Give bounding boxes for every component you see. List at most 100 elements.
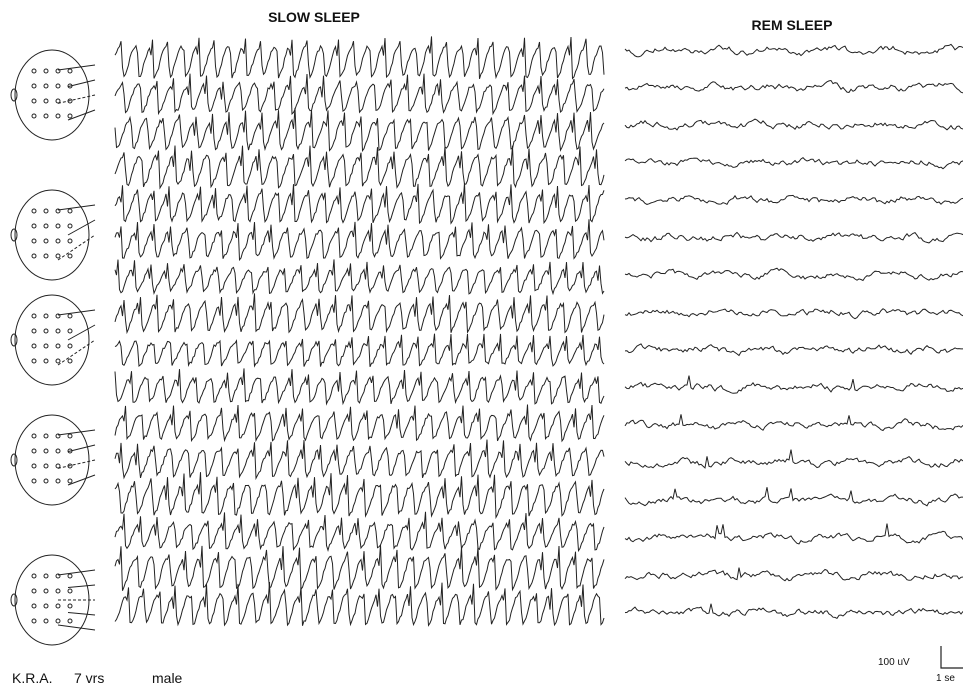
rem-trace [624,267,963,282]
electrode [55,588,61,594]
rem-trace [624,487,963,507]
electrode [31,313,37,319]
lead [67,324,96,341]
electrode [31,448,37,454]
ear [10,88,18,102]
electrode [55,253,61,259]
lead [67,612,96,616]
rem-trace [624,603,963,620]
lead [57,569,96,576]
electrode [55,313,61,319]
electrode [55,603,61,609]
electrode [55,113,61,119]
electrode [43,113,49,119]
lead [67,79,96,88]
electrode [67,433,73,439]
lead [57,64,96,71]
rem-trace [624,567,963,582]
lead [57,624,96,631]
electrode [67,478,73,484]
electrode [55,343,61,349]
electrode [43,223,49,229]
lead [67,219,96,236]
lead [67,584,96,588]
rem-trace [624,414,963,432]
electrode [67,113,73,119]
electrode [55,448,61,454]
electrode [67,588,73,594]
electrode [43,83,49,89]
slow-trace [114,439,605,481]
electrode [67,253,73,259]
electrode [55,223,61,229]
electrode [55,463,61,469]
slow-trace [114,107,605,153]
subject-id: K.R.A. [12,670,52,686]
electrode [67,238,73,244]
rem-trace [624,79,963,94]
lead [57,339,96,366]
electrode [43,618,49,624]
electrode [55,573,61,579]
slow-trace [114,544,605,592]
rem-trace [624,156,963,170]
slow-trace [114,145,605,190]
lead [57,234,96,261]
ear [10,228,18,242]
electrode [55,83,61,89]
rem-trace [624,43,963,58]
electrode [31,463,37,469]
lead [57,459,96,469]
electrode [31,618,37,624]
electrode [31,358,37,364]
rem-trace [624,523,963,545]
electrode [67,328,73,334]
lead [67,444,96,453]
lead [57,204,96,211]
slow-trace [114,219,605,262]
electrode [43,313,49,319]
electrode [31,328,37,334]
electrode [55,433,61,439]
lead [57,94,96,104]
electrode [43,358,49,364]
electrode [43,68,49,74]
electrode [31,83,37,89]
electrode [67,68,73,74]
head [14,294,90,386]
electrode [55,208,61,214]
electrode [31,603,37,609]
electrode [43,208,49,214]
ear [10,333,18,347]
rem-sleep-title: REM SLEEP [752,17,833,33]
head [14,554,90,646]
electrode [31,573,37,579]
slow-trace [114,472,605,520]
electrode [55,478,61,484]
electrode [55,238,61,244]
electrode [43,343,49,349]
slow-trace [114,333,605,368]
rem-trace [624,375,963,394]
electrode [31,253,37,259]
electrode [43,238,49,244]
electrode [67,573,73,579]
rem-trace [624,118,963,131]
electrode [43,98,49,104]
electrode [31,478,37,484]
electrode [43,448,49,454]
time-scale-label: 1 se [936,673,955,684]
electrode [43,603,49,609]
electrode [43,463,49,469]
electrode [43,253,49,259]
rem-trace [624,449,963,469]
electrode [67,343,73,349]
electrode [43,478,49,484]
head [14,189,90,281]
amplitude-scale-label: 100 uV [878,657,910,668]
electrode [67,208,73,214]
scale-bar [940,646,963,669]
lead [57,429,96,436]
